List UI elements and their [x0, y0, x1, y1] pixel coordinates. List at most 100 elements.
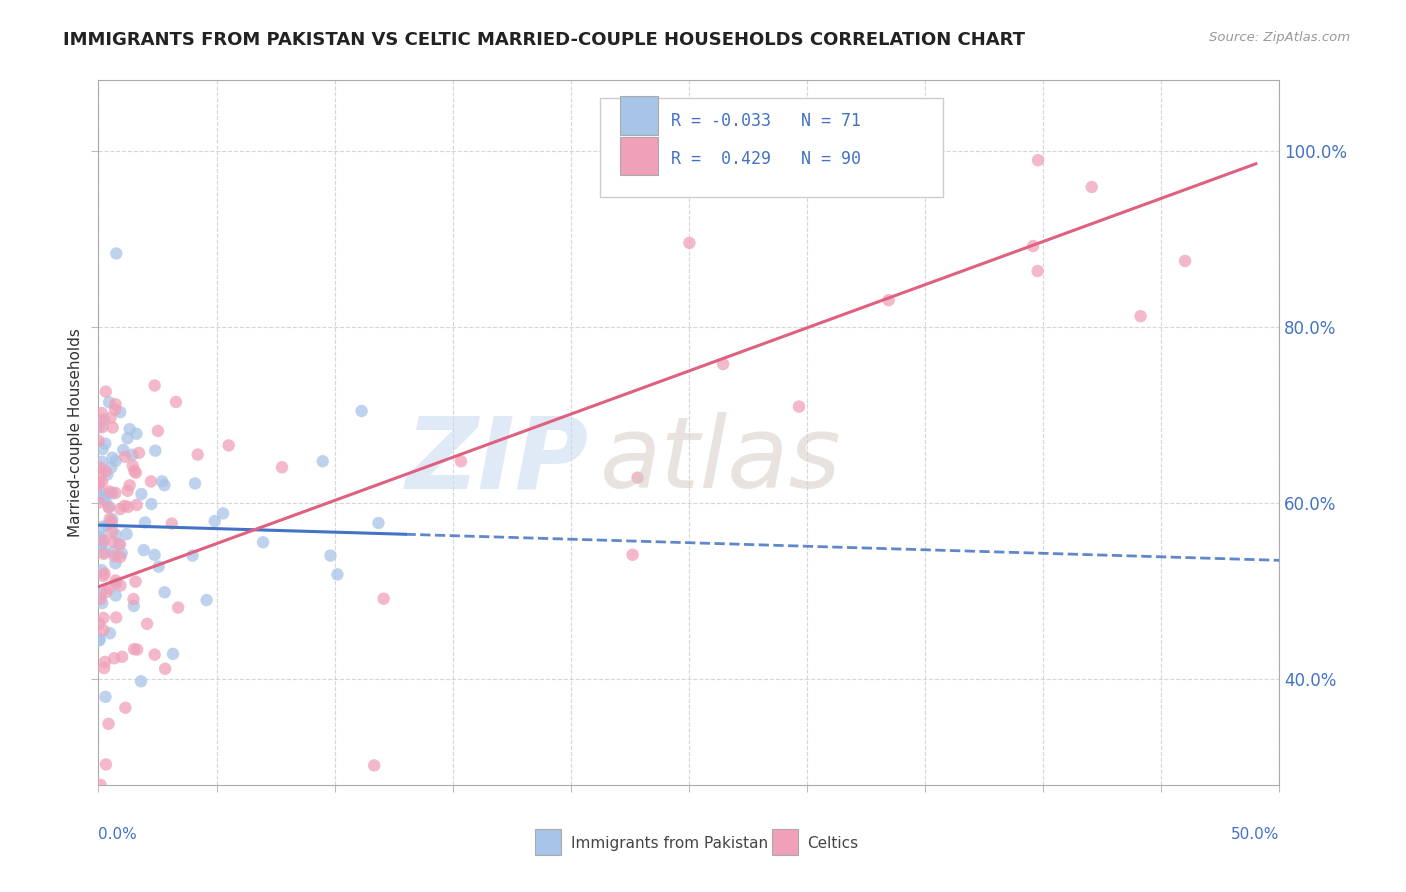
Point: [90, 406, 112, 420]
Point: [117, 431, 139, 445]
Point: [91, 596, 114, 610]
Point: [104, 528, 127, 542]
Point: [100, 516, 122, 530]
Point: [121, 448, 143, 462]
Text: IMMIGRANTS FROM PAKISTAN VS CELTIC MARRIED-COUPLE HOUSEHOLDS CORRELATION CHART: IMMIGRANTS FROM PAKISTAN VS CELTIC MARRI…: [63, 31, 1025, 49]
Point: [91, 536, 114, 550]
Point: [129, 674, 152, 689]
Point: [110, 578, 132, 592]
Text: 50.0%: 50.0%: [1232, 827, 1279, 842]
Point: [101, 486, 124, 500]
Point: [363, 758, 385, 772]
Point: [111, 649, 134, 664]
Point: [143, 443, 166, 458]
Point: [204, 514, 226, 528]
Point: [89, 632, 111, 647]
Point: [136, 616, 159, 631]
Bar: [620, 136, 658, 176]
Point: [143, 378, 166, 392]
Point: [96, 518, 118, 533]
Point: [122, 592, 145, 607]
Point: [91, 569, 114, 583]
Point: [678, 235, 700, 250]
Text: atlas: atlas: [600, 412, 842, 509]
Point: [89, 633, 111, 648]
Point: [711, 357, 734, 371]
Point: [118, 478, 141, 492]
Text: Source: ZipAtlas.com: Source: ZipAtlas.com: [1209, 31, 1350, 45]
Point: [90, 538, 112, 552]
Point: [87, 420, 110, 434]
Point: [87, 434, 110, 448]
Point: [877, 293, 900, 308]
Point: [91, 420, 114, 434]
Text: Celtics: Celtics: [807, 836, 858, 851]
Point: [108, 502, 131, 516]
Point: [100, 460, 122, 475]
Point: [450, 454, 472, 468]
Point: [97, 716, 120, 731]
Point: [94, 655, 117, 669]
Point: [87, 478, 110, 492]
Point: [218, 438, 240, 452]
Point: [89, 413, 111, 427]
FancyBboxPatch shape: [600, 98, 943, 196]
Point: [114, 450, 136, 464]
Point: [98, 626, 121, 640]
Point: [143, 648, 166, 662]
Point: [122, 599, 145, 613]
Point: [153, 478, 176, 492]
Point: [108, 405, 131, 419]
Point: [94, 585, 117, 599]
Point: [97, 500, 120, 515]
Point: [117, 483, 139, 498]
Point: [112, 499, 135, 513]
Point: [621, 548, 644, 562]
Point: [148, 559, 170, 574]
Point: [167, 600, 190, 615]
Point: [125, 426, 148, 441]
Point: [89, 489, 111, 503]
Point: [787, 400, 810, 414]
Point: [114, 700, 136, 714]
Point: [319, 549, 342, 563]
Point: [98, 581, 121, 595]
Point: [105, 610, 128, 624]
Point: [124, 464, 146, 478]
Point: [112, 442, 135, 457]
Point: [105, 246, 128, 260]
Point: [111, 546, 134, 560]
Point: [104, 589, 127, 603]
Point: [93, 413, 115, 427]
Point: [252, 535, 274, 549]
Point: [907, 146, 929, 161]
Point: [94, 545, 117, 559]
Point: [1026, 153, 1049, 168]
Point: [101, 524, 124, 539]
Point: [146, 424, 169, 438]
Point: [165, 395, 187, 409]
Text: 0.0%: 0.0%: [98, 827, 138, 842]
Point: [90, 587, 112, 601]
Point: [1174, 254, 1197, 268]
Text: R =  0.429   N = 90: R = 0.429 N = 90: [671, 150, 862, 169]
Bar: [536, 829, 561, 855]
Point: [350, 404, 373, 418]
Point: [153, 662, 176, 676]
Point: [91, 624, 114, 638]
Point: [1026, 264, 1049, 278]
Text: Immigrants from Pakistan: Immigrants from Pakistan: [571, 836, 768, 851]
Point: [87, 616, 110, 631]
Point: [312, 454, 335, 468]
Point: [162, 647, 184, 661]
Point: [93, 661, 115, 675]
Point: [89, 531, 111, 545]
Point: [93, 566, 115, 581]
Point: [271, 460, 294, 475]
Point: [104, 486, 127, 500]
Point: [90, 563, 112, 577]
Point: [103, 651, 125, 665]
Point: [94, 690, 117, 704]
Point: [125, 466, 148, 480]
Point: [184, 476, 207, 491]
